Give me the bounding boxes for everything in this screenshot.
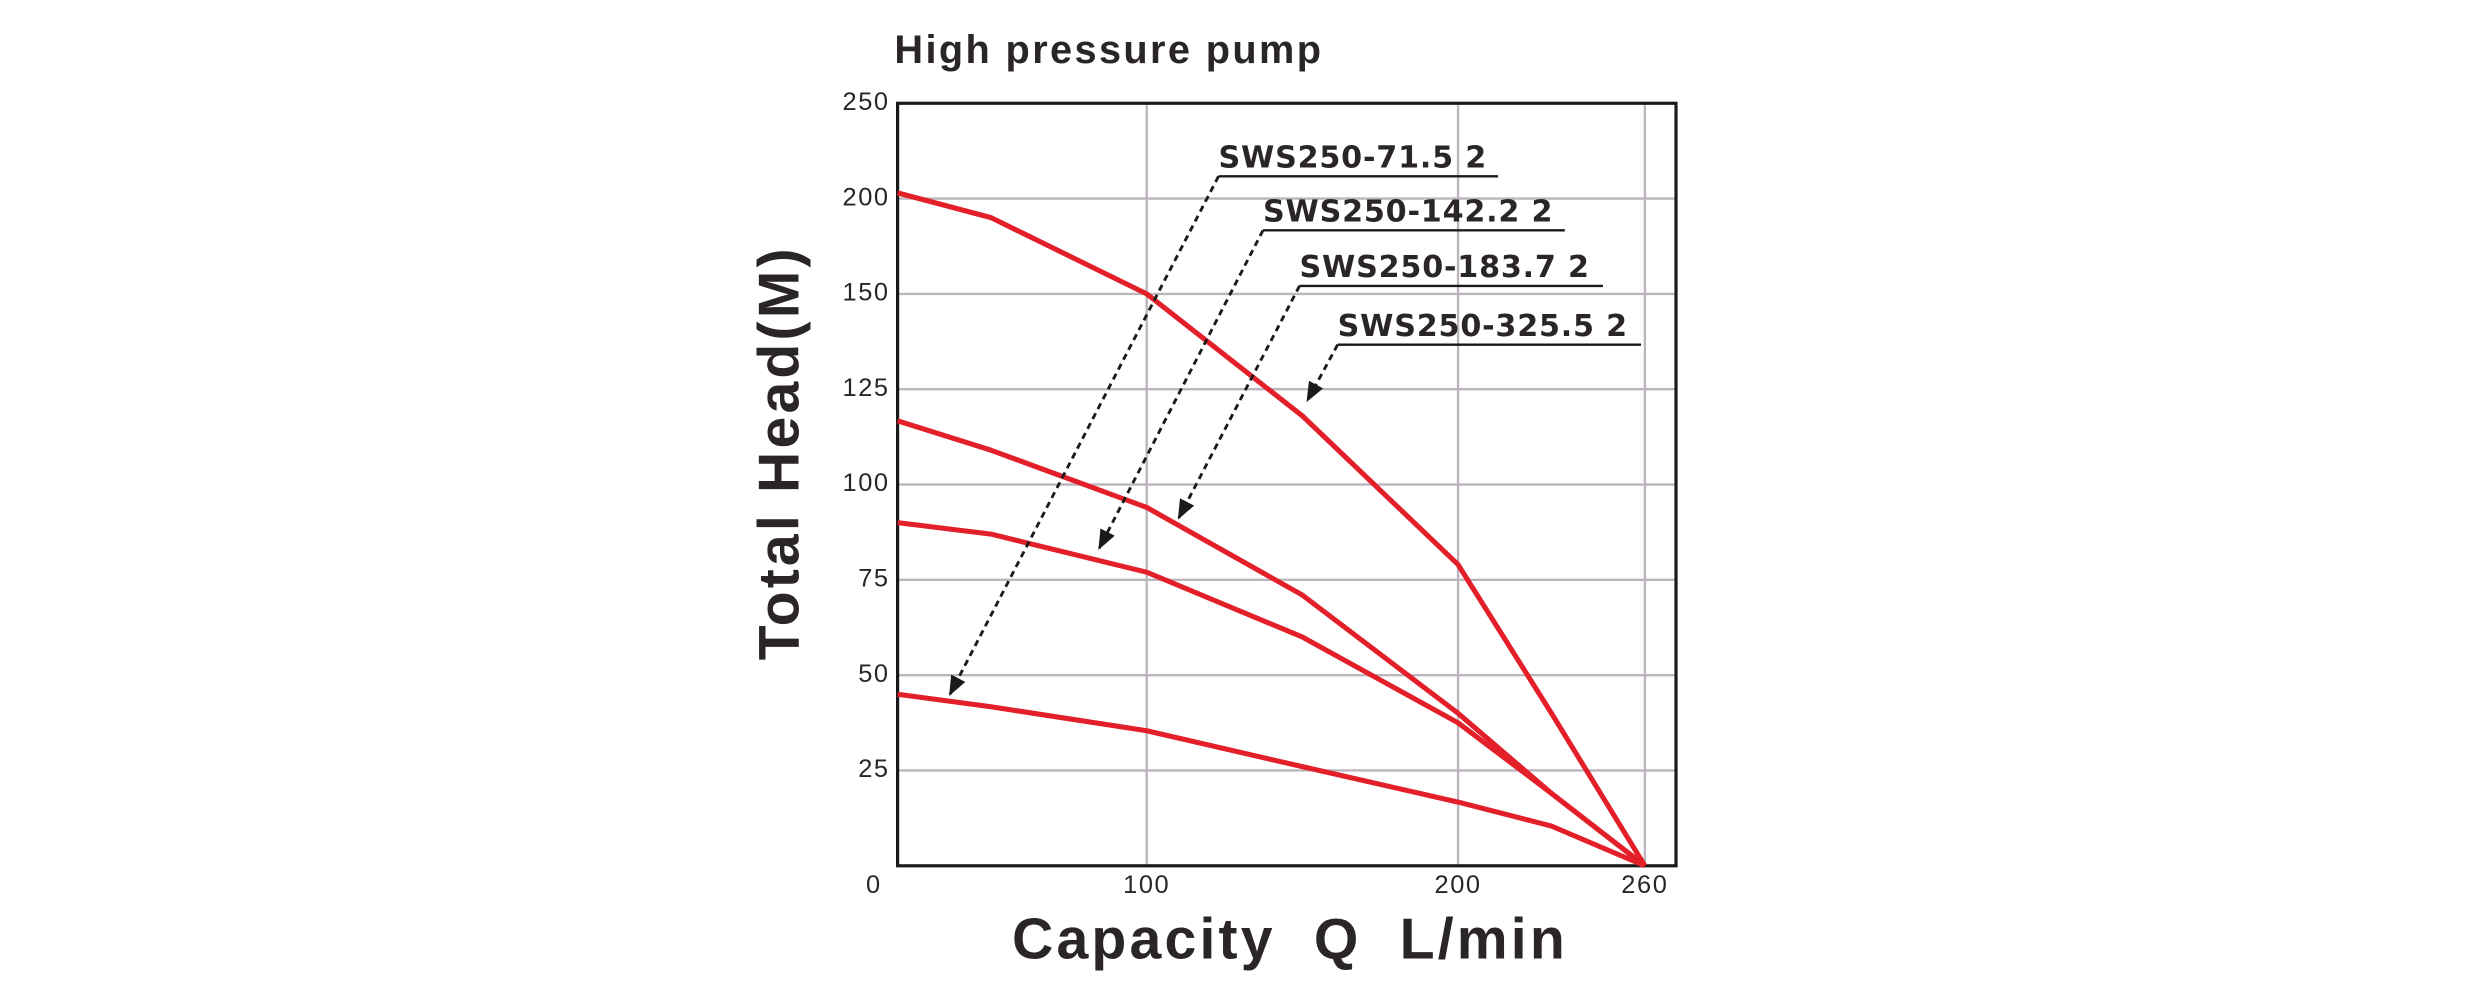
series-line [897,520,1647,868]
series-label: SWS250-142.2 2 [1263,194,1553,229]
label-arrow [948,175,1220,696]
y-axis-title: Total Head(M) [747,245,811,660]
label-arrow [1306,344,1339,403]
x-axis-title: Capacity Q L/min [1012,908,1568,972]
series-label: SWS250-325.5 2 [1338,309,1628,344]
label-arrow [1098,229,1265,550]
series-line [896,190,1648,868]
x-tick-label: 260 [1621,871,1668,899]
y-tick-label: 125 [842,374,889,402]
plot-frame [896,101,1678,868]
chart-title: High pressure pump [894,28,1323,72]
y-tick-label: 50 [858,660,889,688]
y-tick-label: 75 [858,565,889,593]
series-line [897,691,1646,869]
x-tick-label: 200 [1434,871,1481,899]
y-tick-label: 100 [842,469,889,497]
series-label: SWS250-71.5 2 [1218,140,1487,175]
y-tick-label: 25 [858,755,889,783]
series-line [896,418,1647,868]
y-tick-label: 150 [842,279,889,307]
series-label: SWS250-183.7 2 [1300,250,1590,285]
y-tick-label: 250 [842,88,889,116]
y-tick-label: 0 [866,871,882,899]
y-tick-label: 200 [842,183,889,211]
x-tick-label: 100 [1123,871,1170,899]
